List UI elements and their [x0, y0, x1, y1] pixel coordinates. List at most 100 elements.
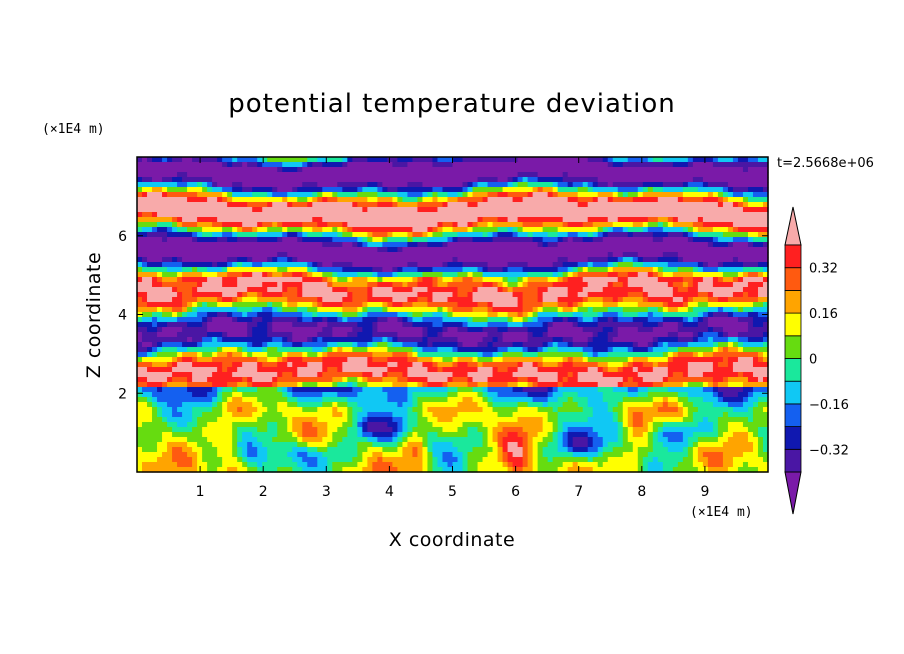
field-cell	[477, 172, 484, 178]
field-cell	[507, 342, 514, 348]
field-cell	[167, 237, 173, 243]
field-cell	[257, 157, 263, 163]
field-cell	[532, 337, 539, 343]
field-cell	[382, 287, 388, 293]
field-cell	[517, 242, 524, 248]
field-cell	[327, 167, 333, 173]
field-cell	[762, 302, 769, 308]
field-cell	[702, 217, 709, 223]
field-cell	[592, 267, 599, 273]
field-cell	[337, 257, 343, 263]
field-cell	[597, 347, 604, 353]
field-cell	[562, 297, 569, 303]
field-cell	[512, 167, 519, 173]
field-cell	[577, 332, 584, 338]
field-cell	[532, 262, 539, 268]
field-cell	[217, 342, 223, 348]
field-cell	[427, 157, 434, 163]
field-cell	[297, 257, 303, 263]
field-cell	[712, 332, 719, 338]
field-cell	[532, 157, 539, 163]
field-cell	[322, 207, 328, 213]
field-cell	[422, 312, 429, 318]
field-cell	[202, 192, 208, 198]
y-axis-unit: (×1E4 m)	[42, 122, 105, 137]
field-cell	[482, 197, 489, 203]
field-cell	[502, 167, 509, 173]
field-cell	[532, 287, 539, 293]
field-cell	[447, 282, 454, 288]
field-cell	[462, 252, 469, 258]
field-cell	[567, 182, 574, 188]
field-cell	[717, 257, 724, 263]
field-cell	[162, 272, 168, 278]
field-cell	[577, 347, 584, 353]
field-cell	[302, 247, 308, 253]
field-cell	[522, 242, 529, 248]
field-cell	[432, 317, 439, 323]
field-cell	[677, 347, 684, 353]
field-cell	[412, 272, 419, 278]
field-cell	[267, 197, 273, 203]
field-cell	[217, 237, 223, 243]
field-cell	[697, 262, 704, 268]
field-cell	[517, 342, 524, 348]
field-cell	[742, 207, 749, 213]
field-cell	[372, 302, 378, 308]
field-cell	[347, 257, 353, 263]
field-cell	[237, 267, 243, 273]
field-cell	[727, 242, 734, 248]
field-cell	[687, 192, 694, 198]
field-cell	[677, 177, 684, 183]
field-cell	[502, 262, 509, 268]
field-cell	[172, 257, 178, 263]
field-cell	[617, 187, 624, 193]
field-cell	[182, 232, 188, 238]
field-cell	[742, 252, 749, 258]
field-cell	[477, 267, 484, 273]
field-cell	[142, 162, 148, 168]
time-label: t=2.5668e+06	[777, 156, 874, 171]
field-cell	[732, 157, 739, 163]
field-cell	[722, 322, 729, 328]
field-cell	[652, 342, 659, 348]
field-cell	[577, 242, 584, 248]
field-cell	[247, 167, 253, 173]
field-cell	[627, 322, 634, 328]
field-cell	[162, 197, 168, 203]
field-cell	[522, 197, 529, 203]
field-cell	[227, 297, 233, 303]
field-cell	[142, 252, 148, 258]
field-cell	[272, 212, 278, 218]
field-cell	[287, 237, 293, 243]
field-cell	[242, 252, 248, 258]
field-cell	[557, 317, 564, 323]
field-cell	[762, 257, 769, 263]
field-cell	[592, 157, 599, 163]
field-cell	[582, 182, 589, 188]
field-cell	[512, 327, 519, 333]
field-cell	[577, 307, 584, 313]
field-cell	[202, 272, 208, 278]
field-cell	[522, 282, 529, 288]
field-cell	[497, 217, 504, 223]
field-cell	[152, 237, 158, 243]
field-cell	[307, 277, 313, 283]
field-cell	[362, 172, 368, 178]
field-cell	[257, 207, 263, 213]
field-cell	[727, 272, 734, 278]
field-cell	[542, 272, 549, 278]
field-cell	[697, 177, 704, 183]
field-cell	[547, 267, 554, 273]
field-cell	[462, 207, 469, 213]
field-cell	[372, 322, 378, 328]
field-cell	[342, 187, 348, 193]
field-cell	[362, 267, 368, 273]
field-cell	[572, 242, 579, 248]
field-cell	[487, 267, 494, 273]
field-cell	[507, 252, 514, 258]
field-cell	[177, 287, 183, 293]
field-cell	[317, 207, 323, 213]
field-cell	[697, 217, 704, 223]
field-cell	[397, 242, 404, 248]
